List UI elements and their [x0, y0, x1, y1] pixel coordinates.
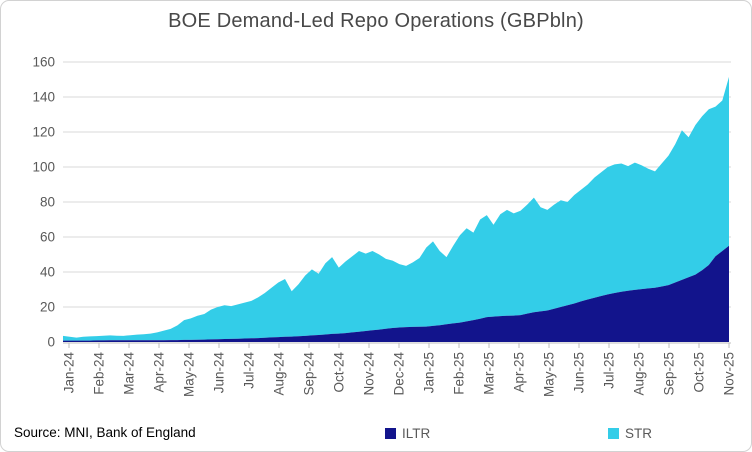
chart-title: BOE Demand-Led Repo Operations (GBPbln) — [168, 10, 584, 32]
x-axis-label: Sep-24 — [302, 352, 317, 396]
x-axis-label: Oct-25 — [692, 352, 707, 393]
x-axis-label: Aug-25 — [632, 352, 647, 396]
x-axis-label: May-25 — [542, 352, 557, 397]
x-axis-label: Sep-25 — [662, 352, 677, 396]
x-axis-label: Nov-24 — [362, 352, 377, 396]
y-axis-label: 60 — [40, 230, 55, 245]
x-axis-label: Mar-25 — [482, 352, 497, 395]
str-area — [63, 76, 729, 341]
x-axis-label: May-24 — [182, 352, 197, 398]
y-axis-label: 140 — [32, 90, 55, 105]
x-axis-label: Nov-25 — [722, 352, 737, 396]
y-axis-label: 0 — [47, 335, 55, 350]
x-axis-label: Apr-25 — [512, 352, 527, 393]
x-axis-label: Jun-25 — [572, 352, 587, 393]
y-axis-label: 100 — [32, 160, 55, 175]
str-legend-label: STR — [625, 426, 652, 441]
x-axis-label: Jul-25 — [602, 352, 617, 389]
x-axis-label: Mar-24 — [122, 352, 137, 395]
x-axis-label: Oct-24 — [332, 352, 347, 393]
legend-item-iltr: ILTR — [385, 426, 430, 441]
source-note: Source: MNI, Bank of England — [14, 425, 196, 440]
y-axis-label: 40 — [40, 265, 55, 280]
y-axis-label: 120 — [32, 125, 55, 140]
y-axis-label: 80 — [40, 195, 55, 210]
x-axis-label: Dec-24 — [392, 352, 407, 396]
x-axis-label: Jan-24 — [62, 352, 77, 394]
str-legend-swatch — [608, 428, 619, 439]
x-axis-label: Apr-24 — [152, 352, 167, 393]
x-axis-label: Jul-24 — [242, 352, 257, 389]
iltr-legend-swatch — [385, 428, 396, 439]
x-axis-label: Feb-24 — [92, 352, 107, 395]
iltr-legend-label: ILTR — [402, 426, 431, 441]
legend-item-str: STR — [608, 426, 652, 441]
x-axis-label: Feb-25 — [452, 352, 467, 395]
x-axis-label: Aug-24 — [272, 352, 287, 396]
x-axis-label: Jan-25 — [422, 352, 437, 393]
y-axis-label: 160 — [32, 55, 55, 70]
y-axis-label: 20 — [40, 300, 55, 315]
x-axis-label: Jun-24 — [212, 352, 227, 394]
iltr-area — [63, 245, 729, 342]
